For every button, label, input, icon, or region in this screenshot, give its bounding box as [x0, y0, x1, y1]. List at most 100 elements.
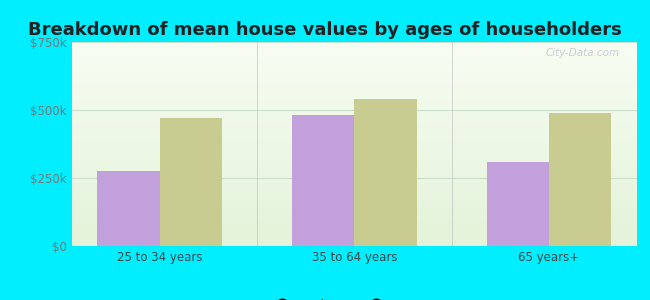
Bar — [72, 46, 637, 47]
Bar — [354, 99, 417, 246]
Bar — [72, 87, 637, 88]
Bar — [72, 216, 637, 217]
Bar — [72, 207, 637, 208]
Bar — [72, 203, 637, 204]
Bar — [72, 133, 637, 134]
Bar — [72, 62, 637, 63]
Bar — [72, 61, 637, 62]
Bar — [72, 185, 637, 186]
Bar — [72, 70, 637, 72]
Bar — [72, 175, 637, 176]
Bar — [72, 212, 637, 213]
Bar — [72, 223, 637, 224]
Bar — [72, 114, 637, 116]
Bar — [72, 63, 637, 64]
Bar — [72, 215, 637, 216]
Bar — [72, 165, 637, 166]
Bar — [72, 240, 637, 241]
Bar — [72, 199, 637, 200]
Bar — [72, 56, 637, 57]
Bar — [72, 220, 637, 221]
Bar — [72, 164, 637, 165]
Bar — [72, 176, 637, 177]
Bar — [72, 182, 637, 183]
Bar — [549, 113, 611, 246]
Bar — [72, 50, 637, 51]
Bar — [72, 135, 637, 136]
Bar — [72, 183, 637, 184]
Bar — [72, 228, 637, 229]
Bar — [72, 110, 637, 111]
Bar — [72, 91, 637, 92]
Bar — [72, 89, 637, 90]
Bar — [72, 136, 637, 137]
Bar — [72, 78, 637, 79]
Bar — [159, 118, 222, 246]
Bar — [72, 242, 637, 243]
Bar — [98, 171, 159, 246]
Bar — [72, 178, 637, 179]
Bar — [72, 225, 637, 226]
Bar — [72, 210, 637, 211]
Bar — [72, 60, 637, 62]
Bar — [72, 108, 637, 109]
Bar — [72, 112, 637, 113]
Bar — [72, 213, 637, 214]
Bar — [72, 189, 637, 190]
Bar — [72, 140, 637, 141]
Bar — [72, 208, 637, 209]
Bar — [72, 184, 637, 185]
Bar — [72, 162, 637, 164]
Bar — [72, 186, 637, 187]
Bar — [72, 55, 637, 56]
Bar — [72, 77, 637, 78]
Bar — [72, 141, 637, 142]
Bar — [72, 106, 637, 107]
Bar — [72, 154, 637, 155]
Text: Breakdown of mean house values by ages of householders: Breakdown of mean house values by ages o… — [28, 21, 622, 39]
Bar — [72, 161, 637, 162]
Bar — [72, 43, 637, 44]
Bar — [72, 131, 637, 132]
Bar — [72, 99, 637, 100]
Bar — [72, 74, 637, 75]
Bar — [72, 64, 637, 65]
Bar — [72, 238, 637, 239]
Bar — [72, 153, 637, 154]
Bar — [72, 68, 637, 70]
Bar — [72, 107, 637, 108]
Bar — [72, 137, 637, 138]
Bar — [72, 93, 637, 94]
Bar — [72, 75, 637, 76]
Bar — [72, 187, 637, 188]
Bar — [72, 128, 637, 129]
Bar — [72, 79, 637, 80]
Bar — [72, 101, 637, 102]
Bar — [72, 53, 637, 54]
Bar — [72, 119, 637, 121]
Bar — [72, 226, 637, 228]
Bar — [72, 54, 637, 55]
Bar — [72, 177, 637, 178]
Bar — [72, 67, 637, 68]
Bar — [72, 138, 637, 139]
Bar — [487, 162, 549, 246]
Bar — [72, 59, 637, 60]
Bar — [72, 143, 637, 144]
Bar — [72, 118, 637, 119]
Bar — [72, 127, 637, 128]
Bar — [72, 57, 637, 58]
Bar — [72, 113, 637, 114]
Bar — [72, 201, 637, 202]
Bar — [72, 150, 637, 151]
Bar — [72, 170, 637, 172]
Bar — [72, 180, 637, 181]
Bar — [72, 109, 637, 110]
Bar — [72, 124, 637, 126]
Bar — [72, 200, 637, 201]
Bar — [72, 147, 637, 148]
Bar — [72, 118, 637, 119]
Bar — [72, 42, 637, 43]
Bar — [72, 209, 637, 210]
Bar — [72, 58, 637, 59]
